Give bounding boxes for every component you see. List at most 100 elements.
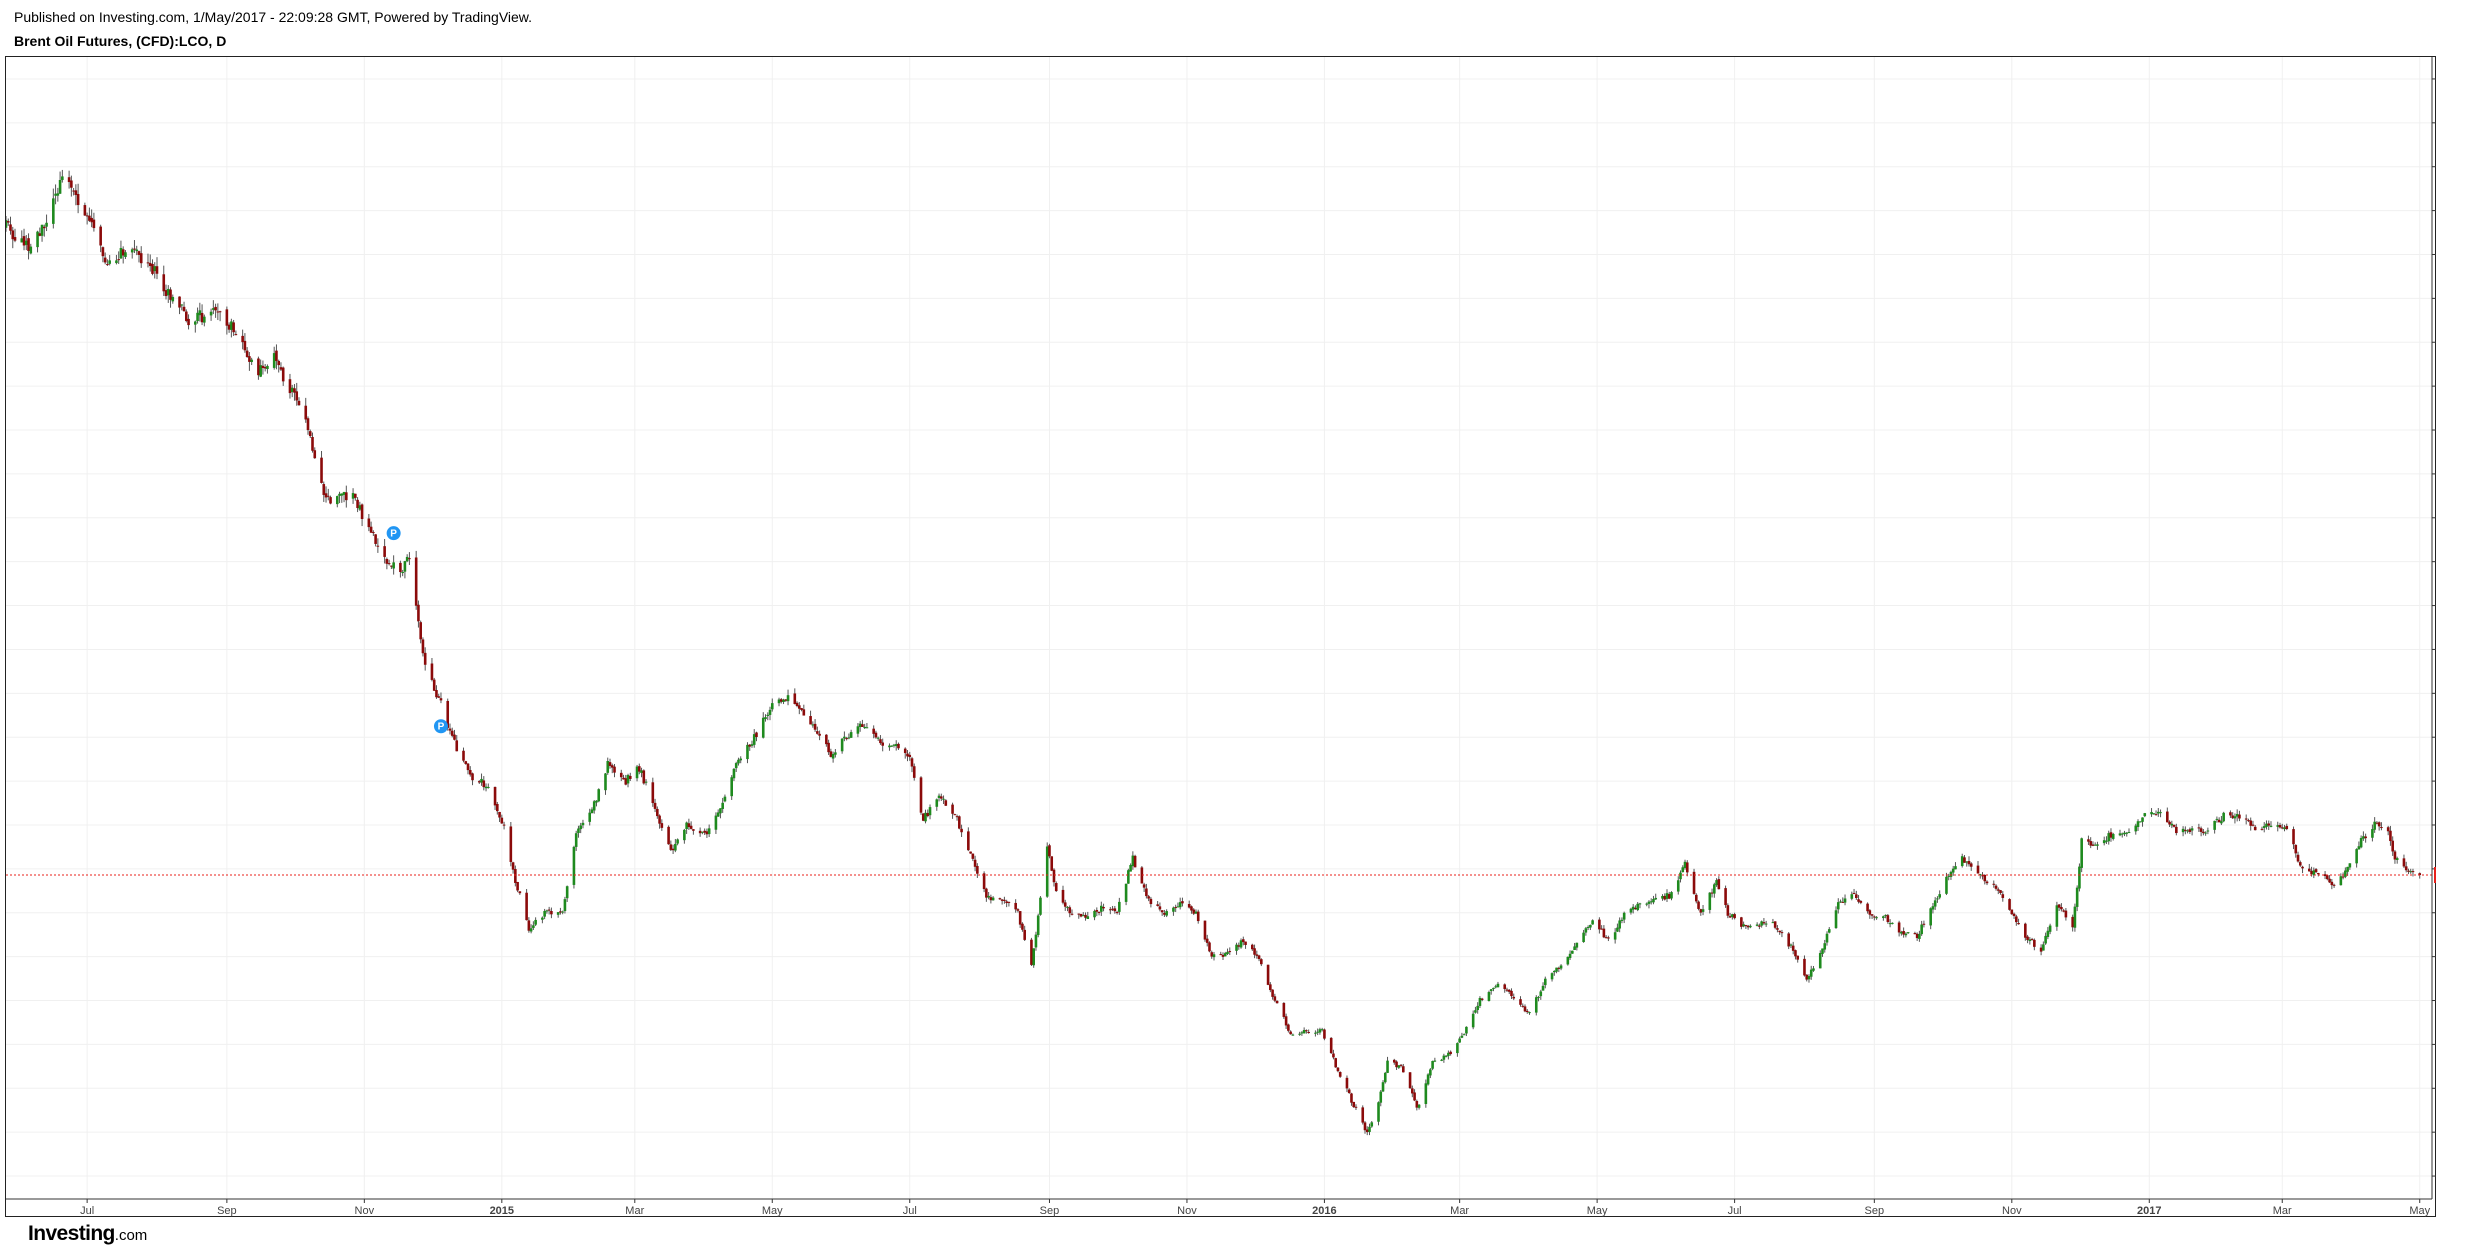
candle-up [1945,876,1948,894]
candle-up [888,745,891,748]
time-axis[interactable]: Jul Sep Nov 2015 Mar May Jul Sep Nov 2016 Mar May Ju… [6,1198,2432,1217]
time-tick-label: 2017 [2137,1205,2161,1217]
event-markers[interactable]: PP [386,526,448,734]
candle-up [1649,901,1653,903]
candle-down [1048,845,1051,857]
candle-up [1539,991,1543,997]
candle-down [477,781,481,783]
candle-down [2008,899,2011,910]
candle-up [486,786,490,789]
candle-down [2310,870,2313,874]
candle-up [1316,1031,1319,1033]
candle-down [2418,873,2422,876]
price-chart[interactable]: PP 24.0028.0032.0036.0040.0044.0048.0052… [6,57,2437,1218]
candle-down [304,405,308,420]
candle-down [11,230,15,240]
candle-up [403,561,407,572]
candle-up [1093,910,1096,918]
candle-up [1938,894,1941,898]
logo-main: Investing [28,1222,115,1245]
price-axis[interactable]: 24.0028.0032.0036.0040.0044.0048.0052.00… [2431,57,2437,1199]
candle-down [257,358,260,376]
candle-down [1077,913,1081,915]
time-tick-label: May [762,1205,783,1217]
candle-down [139,253,143,264]
candle-down [2172,824,2176,827]
candle-down [816,731,819,734]
candle-up [561,911,564,913]
candle-down [1111,908,1114,910]
time-tick-label: Jul [1728,1205,1742,1217]
candle-up [730,777,733,797]
candle-up [1584,928,1588,933]
candle-up [166,288,170,296]
candle-down [464,761,468,764]
candle-down [1519,999,1522,1005]
candle-down [498,811,501,818]
candle-up [574,833,578,847]
candle-down [1634,907,1637,910]
candle-down [1203,920,1207,940]
candle-down [667,826,670,845]
candle-up [1541,985,1545,991]
candle-down [1354,1106,1358,1108]
candle-down [1145,888,1148,897]
candle-down [2330,881,2334,886]
candle-up [484,786,488,789]
candle-up [865,727,869,729]
time-tick-label: Nov [2002,1205,2022,1217]
last-price-badge [2434,867,2436,884]
candle-down [1449,1051,1452,1055]
candle-up [1936,898,1939,900]
event-marker-icon[interactable] [386,526,401,541]
candle-down [432,679,436,691]
candle-down [1241,939,1245,943]
candle-up [153,266,157,272]
candle-down [1109,909,1112,911]
candle-down [1332,1053,1335,1058]
candle-up [707,828,711,835]
candle-down [951,804,954,814]
candle-up [1489,989,1493,992]
candle-up [358,505,362,510]
candle-down [70,180,73,188]
candle-down [624,778,628,785]
candle-up [1654,897,1658,900]
candle-down [1510,990,1513,997]
candle-up [1573,946,1576,951]
candle-up [1543,978,1547,986]
candle-down [509,826,513,862]
candle-down [1728,916,1732,918]
candle-down [1870,914,1874,916]
candle-down [225,309,229,326]
candle-down [982,873,986,890]
candle-up [1442,1055,1446,1060]
candle-down [2317,873,2320,875]
candle-up [171,296,175,302]
candle-down [2375,822,2379,824]
candle-down [518,891,522,894]
candle-down [2386,827,2390,832]
candle-up [1645,903,1649,905]
candle-down [200,312,204,323]
candle-up [2206,830,2210,832]
candle-up [894,744,898,747]
candle-down [1866,903,1869,912]
chart-frame[interactable]: PP 24.0028.0032.0036.0040.0044.0048.0052… [5,56,2437,1245]
candle-down [1694,894,1698,902]
candle-down [2292,829,2295,845]
candle-up [2357,846,2361,850]
candle-up [1383,1072,1387,1083]
candle-up [1298,1033,1301,1035]
candle-up [1638,903,1642,905]
candle-up [606,761,610,773]
candle-down [809,716,812,725]
candle-up [1589,924,1592,928]
candle-down [1758,925,1761,927]
candle-down [414,557,418,606]
candle-down [162,274,166,292]
event-marker-icon[interactable] [433,719,448,734]
candle-down [1778,930,1781,933]
candle-up [1124,883,1128,902]
candle-down [2280,827,2284,829]
